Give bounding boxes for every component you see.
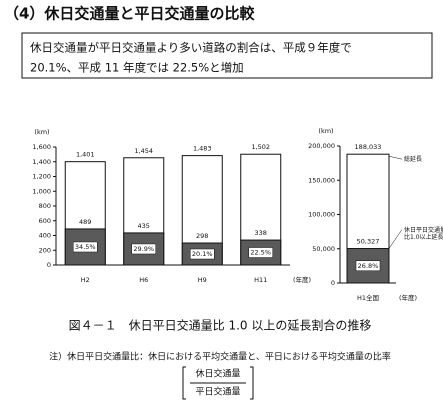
x-tick-label: H2: [81, 276, 90, 284]
share-box: [131, 243, 156, 255]
value-label: 338: [255, 229, 267, 237]
share-box: [190, 248, 215, 260]
y-tick-label: 200,000: [308, 142, 335, 150]
share-box: [73, 241, 98, 253]
y-tick-label: 50,000: [312, 245, 335, 253]
y-tick-label: 400: [39, 232, 51, 240]
share-box: [355, 260, 381, 272]
leader: [388, 155, 403, 160]
y-tick-label: 0: [47, 261, 51, 269]
y-tick-label: 600: [39, 217, 51, 225]
share-box: [248, 247, 273, 258]
caption: 図４－１ 休日平日交通量比 1.0 以上の延長割合の推移: [69, 318, 372, 333]
bracket: [182, 366, 254, 400]
series-name: 総延長: [404, 156, 423, 164]
value-label: 1,502: [251, 143, 270, 151]
x-unit: (年度): [399, 293, 417, 302]
share-label: 29.9%: [133, 245, 154, 253]
y-unit: (km): [318, 127, 333, 135]
x-tick-label: H11: [254, 276, 267, 284]
x-tick-label: H9: [198, 276, 207, 284]
y-tick-label: 1,000: [32, 187, 51, 195]
share-label: 34.5%: [75, 243, 96, 251]
heading: （4）休日交通量と平日交通量の比較: [4, 5, 255, 23]
series-name: 休日平日交通量比1.0以上延長: [404, 226, 443, 241]
value-label: 489: [79, 218, 91, 226]
summary-box: [21, 32, 433, 79]
summary-line: 休日交通量が平日交通量より多い道路の割合は、平成９年度で: [30, 41, 352, 55]
value-label: 188,033: [355, 143, 382, 151]
y-tick-label: 1,600: [32, 143, 51, 151]
value-label: 50,327: [357, 238, 380, 246]
fraction-denominator: 平日交通量: [195, 386, 240, 398]
x-unit: (年度): [293, 275, 311, 284]
summary-line: 20.1%、平成 11 年度では 22.5%と増加: [30, 61, 244, 75]
leader: [388, 229, 403, 249]
share-label: 26.8%: [358, 262, 379, 270]
value-label: 1,401: [76, 151, 95, 159]
y-tick-label: 1,400: [32, 158, 51, 166]
y-tick-label: 200: [39, 246, 51, 254]
share-label: 22.5%: [250, 249, 271, 257]
share-label: 20.1%: [192, 250, 213, 258]
y-tick-label: 800: [39, 202, 51, 210]
value-label: 298: [196, 232, 208, 240]
y-tick-label: 150,000: [308, 176, 335, 184]
x-tick-label: H6: [139, 276, 148, 284]
fraction-numerator: 休日交通量: [195, 368, 240, 380]
y-tick-label: 1,200: [32, 173, 51, 181]
value-label: 1,454: [134, 147, 153, 155]
y-tick-label: 0: [331, 279, 335, 287]
value-label: 435: [138, 222, 150, 230]
x-tick-label: H1全国: [357, 293, 379, 302]
y-tick-label: 100,000: [308, 211, 335, 219]
y-unit: (km): [34, 128, 49, 136]
value-label: 1,483: [193, 145, 212, 153]
note: 注）休日平日交通量比：休日における平均交通量と、平日における平均交通量の比率: [49, 351, 391, 363]
